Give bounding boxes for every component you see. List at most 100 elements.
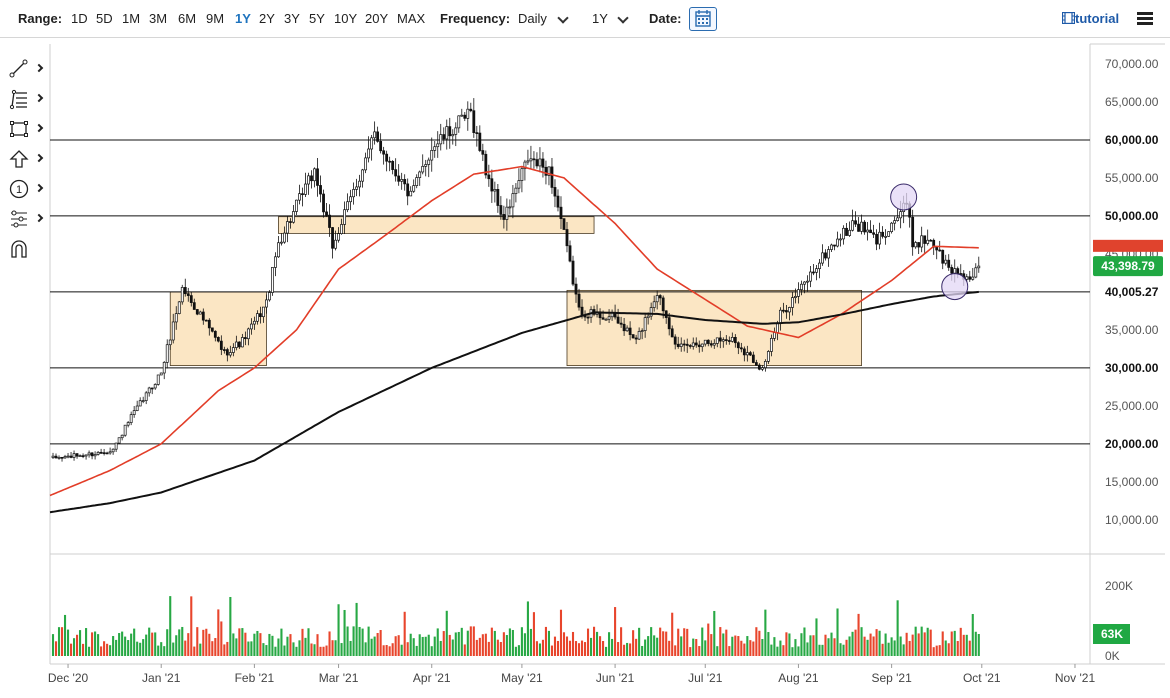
candle-body — [54, 455, 58, 459]
candle-body — [709, 343, 713, 346]
range-5d[interactable]: 5D — [96, 11, 113, 26]
volume-bar — [851, 631, 854, 656]
candle-body — [472, 110, 476, 133]
chevron-down-icon[interactable] — [617, 12, 629, 24]
level-tag-bg — [1093, 434, 1165, 453]
range-max[interactable]: MAX — [397, 11, 426, 26]
candle-body — [427, 159, 431, 165]
candlestick-series — [51, 98, 981, 462]
volume-bar — [890, 637, 893, 656]
volume-bar — [391, 643, 394, 656]
volume-bar — [842, 644, 845, 656]
line-tool-button[interactable] — [8, 58, 46, 82]
candle-body — [268, 292, 271, 301]
candle-body — [806, 280, 809, 283]
candle-body — [243, 337, 247, 340]
candle-body — [881, 231, 885, 237]
level-tag-bg — [1093, 358, 1165, 377]
candle-body — [135, 405, 139, 411]
arrow-tool-button[interactable] — [8, 148, 46, 172]
candle-body — [736, 342, 740, 349]
volume-bar — [184, 640, 187, 656]
fib-tool-button[interactable] — [8, 88, 46, 112]
volume-bar — [487, 641, 490, 656]
candle-body — [340, 224, 343, 234]
candle-body — [658, 295, 662, 299]
volume-bar — [686, 628, 689, 656]
range-20y[interactable]: 20Y — [365, 11, 389, 26]
volume-bar — [860, 627, 863, 656]
candle-body — [619, 322, 623, 325]
volume-bar — [418, 634, 421, 656]
price-tick-label: 15,000.00 — [1105, 475, 1159, 489]
candle-body — [869, 229, 872, 234]
range-9m[interactable]: 9M — [206, 11, 225, 26]
candle-body — [66, 455, 70, 458]
highlight-circle[interactable] — [890, 183, 918, 211]
range-1m[interactable]: 1M — [122, 11, 141, 26]
candle-body — [496, 189, 500, 206]
volume-bar — [929, 629, 932, 656]
hamburger-menu-icon[interactable] — [1137, 12, 1153, 26]
candle-body — [210, 327, 214, 332]
rectangle-tool-button[interactable] — [8, 118, 46, 142]
range-1d[interactable]: 1D — [71, 11, 88, 26]
volume-bar — [121, 631, 124, 656]
volume-bar — [857, 613, 860, 656]
volume-bar — [493, 630, 496, 656]
period-select[interactable]: 1Y — [592, 11, 608, 26]
frequency-select[interactable]: Daily — [518, 11, 547, 26]
candle-body — [171, 321, 175, 341]
volume-bar — [253, 633, 256, 656]
range-3y[interactable]: 3Y — [284, 11, 300, 26]
magnet-tool-button[interactable] — [8, 238, 46, 262]
candle-body — [421, 165, 425, 173]
volume-bar — [403, 611, 406, 656]
volume-tick-label: 200K — [1105, 579, 1133, 593]
volume-bar — [635, 638, 638, 656]
ma50-line — [49, 165, 979, 497]
price-chart[interactable]: 10,000.00 15,000.00 25,000.00 35,000.00 40,0… — [0, 38, 1170, 698]
volume-bar — [202, 629, 205, 656]
range-3m[interactable]: 3M — [149, 11, 168, 26]
candle-body — [159, 372, 163, 376]
volume-bar — [821, 644, 824, 656]
calendar-icon[interactable] — [689, 7, 717, 31]
volume-bar — [148, 627, 151, 656]
candle-body — [334, 239, 337, 249]
candle-body — [204, 319, 208, 322]
volume-bar — [190, 596, 193, 656]
volume-last-label: 63K — [1101, 627, 1123, 641]
volume-bar — [421, 636, 424, 656]
candle-body — [914, 242, 918, 248]
volume-bar — [589, 637, 593, 656]
volume-bar — [430, 646, 433, 656]
time-tick-label: Dec '20 — [48, 671, 89, 685]
volume-bar — [553, 636, 557, 656]
range-1y[interactable]: 1Y — [235, 11, 251, 26]
volume-bar — [241, 628, 244, 656]
candle-body — [409, 190, 413, 197]
chevron-down-icon[interactable] — [557, 12, 569, 24]
annotation-tool-button[interactable]: 1 — [8, 178, 46, 202]
highlight-circle[interactable] — [941, 273, 969, 301]
volume-bar — [938, 645, 941, 656]
pattern-tool-button[interactable] — [8, 208, 46, 232]
volume-bar — [971, 614, 974, 656]
candle-body — [129, 414, 133, 423]
level-tag-bg — [1093, 206, 1165, 225]
volume-bar — [289, 634, 292, 656]
candle-body — [845, 227, 848, 236]
volume-bar — [782, 645, 785, 656]
range-10y[interactable]: 10Y — [334, 11, 358, 26]
candle-body — [929, 239, 933, 242]
range-6m[interactable]: 6M — [178, 11, 197, 26]
range-2y[interactable]: 2Y — [259, 11, 275, 26]
candle-body — [520, 168, 524, 181]
range-5y[interactable]: 5Y — [309, 11, 325, 26]
tutorial-link[interactable]: tutorial — [1061, 11, 1119, 26]
candle-body — [394, 169, 398, 177]
volume-bar — [620, 627, 623, 656]
volume-bar — [689, 647, 692, 656]
volume-bar — [295, 646, 298, 656]
